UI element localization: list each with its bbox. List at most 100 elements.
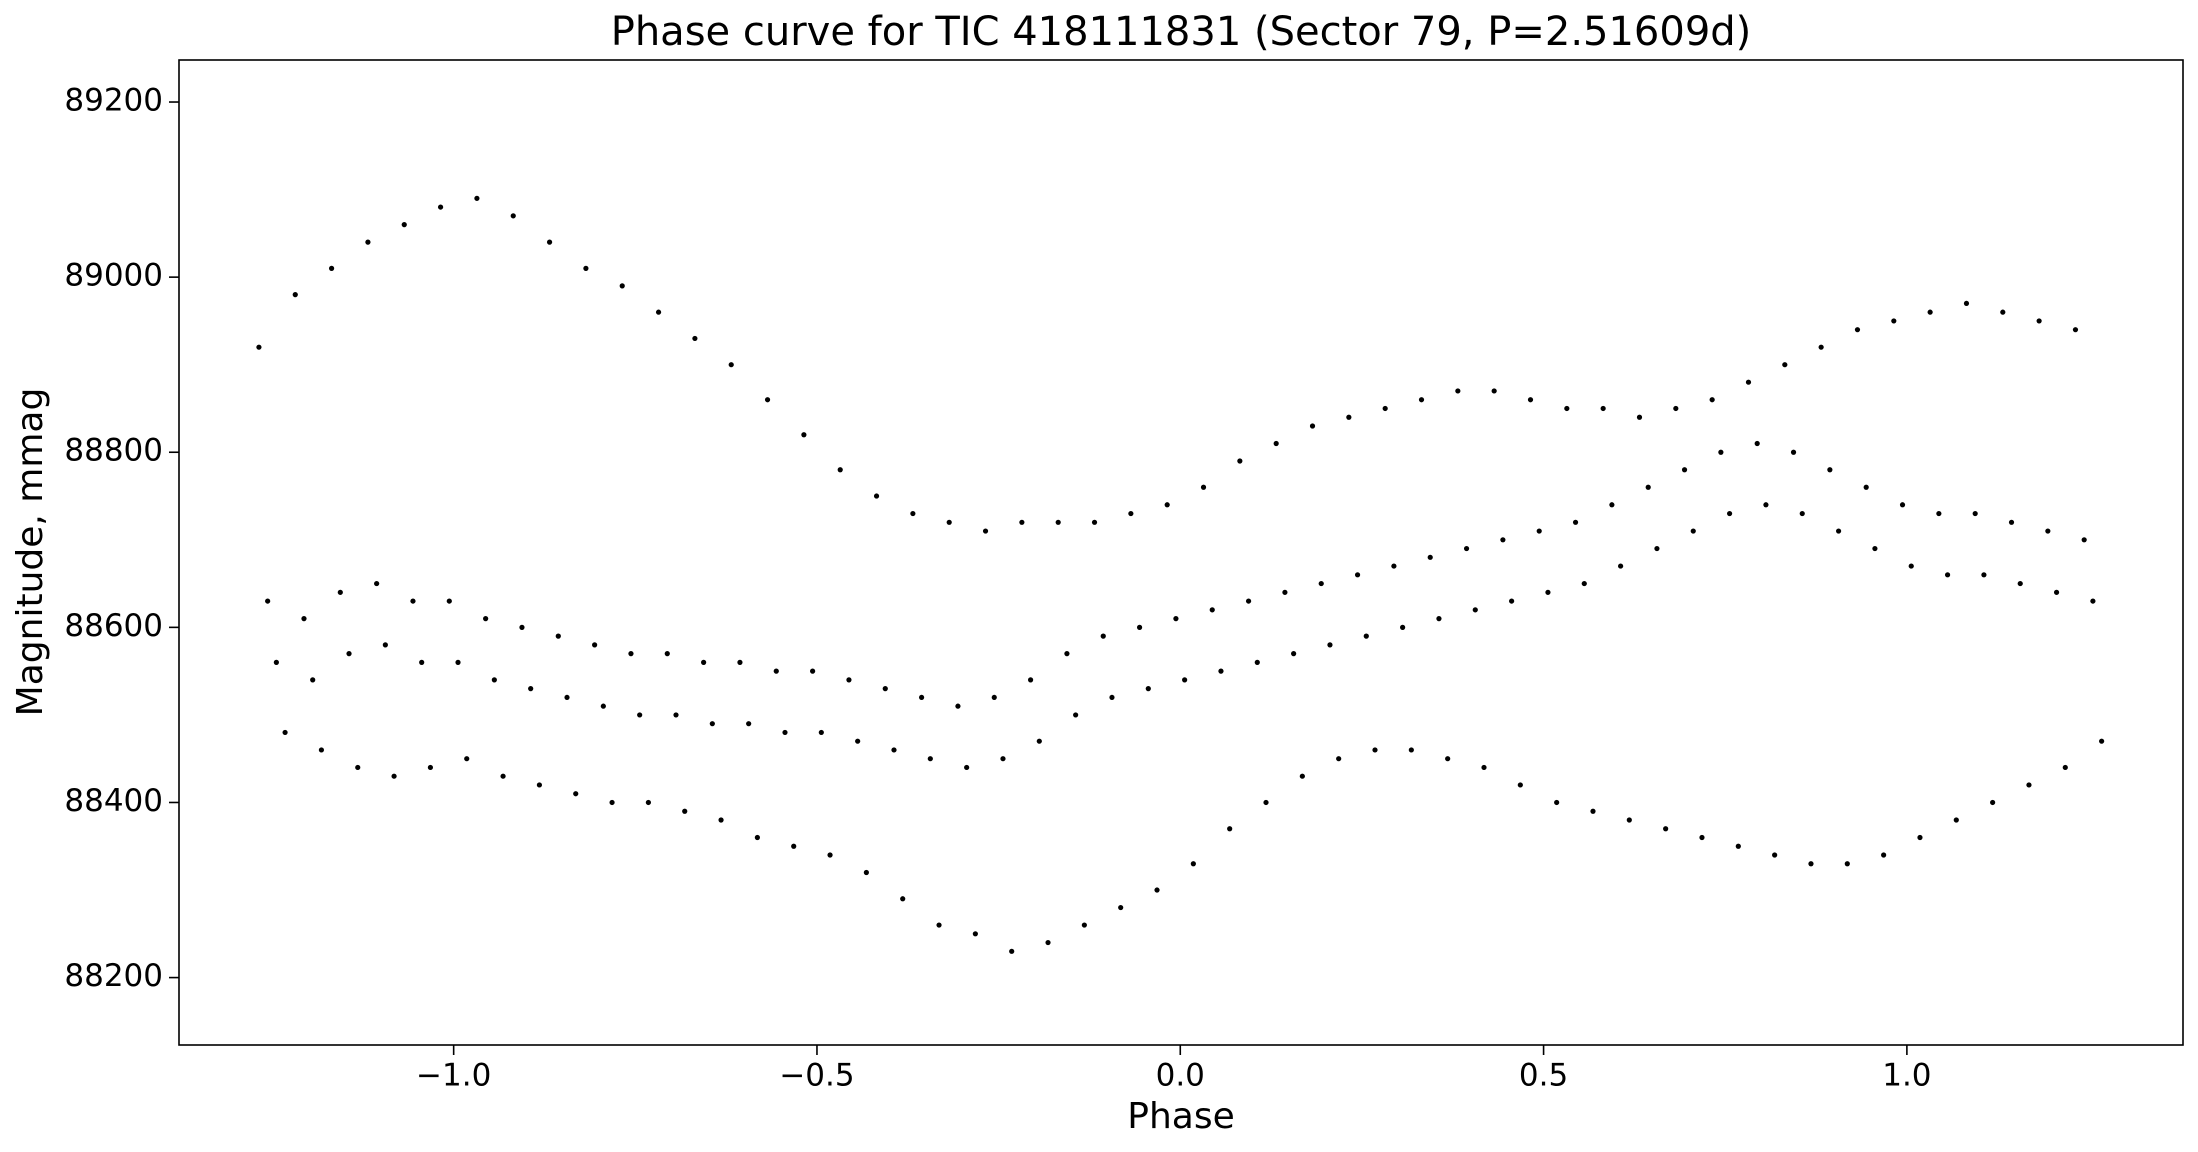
data-point (1908, 563, 1914, 569)
data-point (964, 764, 970, 771)
data-point (1673, 405, 1679, 412)
data-point (709, 721, 715, 727)
data-point (1799, 510, 1805, 517)
data-point (1427, 554, 1433, 560)
data-point (446, 598, 452, 604)
data-point (1990, 799, 1996, 806)
data-point (2062, 764, 2068, 771)
data-point (846, 677, 852, 683)
data-point (1027, 677, 1034, 683)
data-point (1218, 668, 1224, 674)
data-point (573, 791, 579, 797)
data-point (1509, 598, 1515, 604)
data-point (1827, 467, 1833, 473)
data-point (2090, 598, 2096, 604)
data-point (946, 519, 952, 525)
data-point (1009, 948, 1015, 954)
points (256, 195, 2105, 954)
data-point (1972, 510, 1978, 517)
data-point (282, 729, 288, 736)
data-point (891, 747, 897, 753)
data-point (746, 721, 752, 727)
data-point (810, 668, 816, 674)
x-tick-label: 1.0 (1882, 1058, 1931, 1094)
data-point (1055, 519, 1061, 525)
data-point (401, 222, 407, 228)
data-point (818, 729, 824, 736)
data-point (728, 362, 734, 368)
data-point (1681, 467, 1688, 473)
data-point (1763, 502, 1769, 508)
data-point (301, 616, 307, 622)
data-point (1581, 580, 1587, 587)
data-point (2053, 589, 2060, 595)
data-point (1726, 510, 1733, 517)
data-point (1346, 414, 1352, 420)
data-point (1182, 677, 1188, 683)
data-point (1273, 440, 1279, 447)
data-point (346, 651, 352, 657)
data-point (273, 659, 279, 665)
data-point (1545, 589, 1551, 595)
data-point (355, 764, 361, 771)
data-point (265, 598, 271, 604)
data-point (1299, 773, 1305, 779)
data-point (910, 510, 916, 517)
data-point (1237, 458, 1243, 464)
x-tick-label: 0.5 (1519, 1058, 1568, 1094)
data-point (1891, 318, 1897, 324)
data-point (1663, 826, 1669, 832)
data-point (1436, 616, 1442, 622)
data-point (2008, 519, 2015, 525)
data-point (1944, 572, 1951, 578)
data-point (628, 651, 634, 657)
data-point (701, 659, 707, 665)
data-point (1491, 388, 1497, 394)
data-point (1318, 580, 1324, 587)
data-point (2000, 309, 2006, 315)
data-point (1081, 922, 1087, 928)
data-point (1463, 545, 1470, 552)
data-point (764, 397, 771, 403)
data-point (1690, 528, 1696, 534)
data-point (2017, 580, 2023, 587)
data-point (1408, 747, 1414, 753)
y-axis-label: Magnitude, mmag (10, 388, 51, 717)
data-point (1600, 405, 1606, 412)
data-point (2036, 318, 2042, 324)
data-point (519, 624, 525, 630)
data-point (1118, 904, 1124, 911)
data-point (1609, 502, 1615, 508)
data-point (1382, 405, 1388, 412)
data-point (292, 292, 298, 298)
y-tick-label: 88800 (64, 433, 163, 469)
data-point (2099, 738, 2105, 744)
data-point (1835, 528, 1842, 534)
data-point (1936, 510, 1942, 517)
data-point (1372, 747, 1378, 753)
data-point (863, 869, 869, 876)
data-point (419, 659, 425, 665)
data-point (1045, 939, 1051, 946)
data-point (1772, 852, 1778, 858)
data-point (455, 659, 461, 665)
data-point (1136, 624, 1143, 630)
data-point (682, 808, 688, 814)
data-point (737, 659, 743, 665)
data-point (310, 677, 316, 683)
data-point (936, 922, 942, 928)
data-point (1227, 826, 1233, 832)
data-point (873, 493, 880, 499)
data-point (655, 309, 662, 315)
data-point (1109, 694, 1115, 701)
data-point (256, 344, 262, 350)
data-point (1073, 712, 1079, 718)
data-point (382, 642, 388, 648)
x-axis-label: Phase (1127, 1096, 1235, 1137)
y-tick-label: 89000 (64, 258, 163, 294)
data-point (955, 703, 961, 709)
data-point (837, 467, 843, 473)
data-point (664, 651, 670, 657)
data-point (374, 580, 380, 587)
